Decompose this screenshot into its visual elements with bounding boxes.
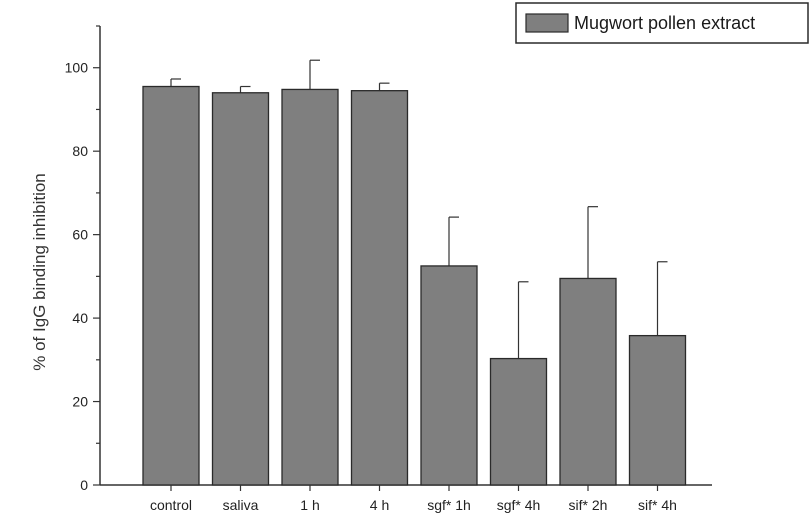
x-tick-label: control <box>150 497 192 513</box>
bar <box>350 90 409 486</box>
x-tick-label: 4 h <box>370 497 389 513</box>
y-tick-label: 100 <box>65 60 89 76</box>
bar <box>489 357 548 486</box>
x-tick-label: sif* 2h <box>569 497 608 513</box>
y-tick-label: 20 <box>72 394 88 410</box>
legend: Mugwort pollen extract <box>515 2 809 44</box>
x-tick-label: sif* 4h <box>638 497 677 513</box>
bar <box>628 334 687 486</box>
bar <box>559 277 617 486</box>
x-tick-label: sgf* 1h <box>427 497 471 513</box>
y-tick-label: 0 <box>80 477 88 493</box>
bar <box>211 92 270 486</box>
x-tick-label: saliva <box>223 497 259 513</box>
y-axis-title: % of IgG binding inhibition <box>30 173 49 371</box>
bar <box>281 88 339 486</box>
bar <box>142 85 200 486</box>
x-tick-label: 1 h <box>300 497 319 513</box>
bar <box>420 265 478 486</box>
legend-label: Mugwort pollen extract <box>574 13 755 33</box>
y-tick-label: 40 <box>72 310 88 326</box>
x-tick-label: sgf* 4h <box>497 497 541 513</box>
y-tick-label: 60 <box>72 227 88 243</box>
plot-area: 0 20 40 60 80 100 control saliva 1 h 4 h sgf* 1h sg… <box>65 25 712 513</box>
y-tick-label: 80 <box>72 143 88 159</box>
legend-swatch <box>525 13 569 33</box>
